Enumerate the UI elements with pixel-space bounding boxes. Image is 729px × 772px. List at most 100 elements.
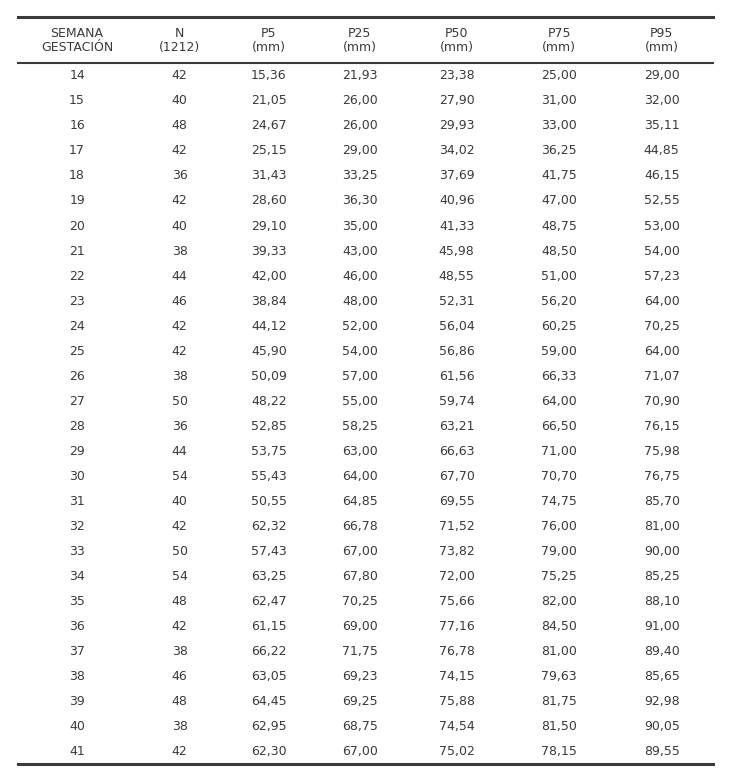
- Text: 44,12: 44,12: [251, 320, 286, 333]
- Text: 74,54: 74,54: [439, 720, 475, 733]
- Text: 48,50: 48,50: [541, 245, 577, 258]
- Text: 68,75: 68,75: [342, 720, 378, 733]
- Text: 28,60: 28,60: [251, 195, 286, 208]
- Text: 38: 38: [171, 720, 187, 733]
- Text: 81,00: 81,00: [541, 645, 577, 658]
- Text: (1212): (1212): [159, 41, 200, 53]
- Text: 38: 38: [171, 645, 187, 658]
- Text: 43,00: 43,00: [342, 245, 378, 258]
- Text: 56,04: 56,04: [439, 320, 475, 333]
- Text: 64,45: 64,45: [251, 696, 286, 708]
- Text: 42: 42: [172, 345, 187, 357]
- Text: 46: 46: [172, 670, 187, 683]
- Text: 48: 48: [171, 595, 187, 608]
- Text: 17: 17: [69, 144, 85, 157]
- Text: 76,15: 76,15: [644, 420, 679, 433]
- Text: (mm): (mm): [542, 41, 576, 53]
- Text: 33: 33: [69, 545, 85, 558]
- Text: 69,25: 69,25: [342, 696, 378, 708]
- Text: 50: 50: [171, 394, 187, 408]
- Text: 36,25: 36,25: [542, 144, 577, 157]
- Text: 36: 36: [172, 170, 187, 182]
- Text: 32,00: 32,00: [644, 94, 679, 107]
- Text: 61,15: 61,15: [251, 620, 286, 633]
- Text: 28: 28: [69, 420, 85, 433]
- Text: 29,00: 29,00: [644, 69, 679, 83]
- Text: 60,25: 60,25: [542, 320, 577, 333]
- Text: P75: P75: [547, 26, 571, 39]
- Text: P5: P5: [261, 26, 276, 39]
- Text: (mm): (mm): [343, 41, 377, 53]
- Text: 55,43: 55,43: [251, 470, 286, 482]
- Text: 62,47: 62,47: [251, 595, 286, 608]
- Text: 37: 37: [69, 645, 85, 658]
- Text: 46: 46: [172, 295, 187, 307]
- Text: 69,23: 69,23: [342, 670, 378, 683]
- Text: 85,25: 85,25: [644, 570, 679, 583]
- Text: 71,52: 71,52: [439, 520, 475, 533]
- Text: 26,00: 26,00: [342, 120, 378, 132]
- Text: 53,75: 53,75: [251, 445, 286, 458]
- Text: 92,98: 92,98: [644, 696, 679, 708]
- Text: 57,43: 57,43: [251, 545, 286, 558]
- Text: 90,00: 90,00: [644, 545, 679, 558]
- Text: 81,00: 81,00: [644, 520, 679, 533]
- Text: 70,70: 70,70: [541, 470, 577, 482]
- Text: 76,00: 76,00: [541, 520, 577, 533]
- Text: 74,15: 74,15: [439, 670, 475, 683]
- Text: 40: 40: [171, 94, 187, 107]
- Text: 48,75: 48,75: [541, 219, 577, 232]
- Text: 36,30: 36,30: [342, 195, 378, 208]
- Text: 48: 48: [171, 120, 187, 132]
- Text: 29,93: 29,93: [439, 120, 475, 132]
- Text: 52,55: 52,55: [644, 195, 679, 208]
- Text: 42: 42: [172, 69, 187, 83]
- Text: 39,33: 39,33: [251, 245, 286, 258]
- Text: 62,32: 62,32: [251, 520, 286, 533]
- Text: 35,11: 35,11: [644, 120, 679, 132]
- Text: 62,95: 62,95: [251, 720, 286, 733]
- Text: 72,00: 72,00: [439, 570, 475, 583]
- Text: 38: 38: [69, 670, 85, 683]
- Text: 61,56: 61,56: [439, 370, 475, 383]
- Text: 69,00: 69,00: [342, 620, 378, 633]
- Text: 52,31: 52,31: [439, 295, 475, 307]
- Text: 19: 19: [69, 195, 85, 208]
- Text: 23,38: 23,38: [439, 69, 475, 83]
- Text: 67,70: 67,70: [439, 470, 475, 482]
- Text: 21: 21: [69, 245, 85, 258]
- Text: 46,15: 46,15: [644, 170, 679, 182]
- Text: 58,25: 58,25: [342, 420, 378, 433]
- Text: 63,00: 63,00: [342, 445, 378, 458]
- Text: 25: 25: [69, 345, 85, 357]
- Text: 29,00: 29,00: [342, 144, 378, 157]
- Text: 47,00: 47,00: [541, 195, 577, 208]
- Text: SEMANA: SEMANA: [50, 26, 104, 39]
- Text: 38: 38: [171, 370, 187, 383]
- Text: 45,90: 45,90: [251, 345, 286, 357]
- Text: 54: 54: [171, 470, 187, 482]
- Text: 37,69: 37,69: [439, 170, 475, 182]
- Text: 70,25: 70,25: [342, 595, 378, 608]
- Text: 42: 42: [172, 520, 187, 533]
- Text: 89,40: 89,40: [644, 645, 679, 658]
- Text: 52,85: 52,85: [251, 420, 286, 433]
- Text: 48,00: 48,00: [342, 295, 378, 307]
- Text: 40,96: 40,96: [439, 195, 475, 208]
- Text: 81,50: 81,50: [541, 720, 577, 733]
- Text: 38: 38: [171, 245, 187, 258]
- Text: 64,00: 64,00: [542, 394, 577, 408]
- Text: 41,75: 41,75: [542, 170, 577, 182]
- Text: 82,00: 82,00: [541, 595, 577, 608]
- Text: 21,05: 21,05: [251, 94, 286, 107]
- Text: 33,25: 33,25: [342, 170, 378, 182]
- Text: 42: 42: [172, 620, 187, 633]
- Text: GESTACIÓN: GESTACIÓN: [41, 41, 113, 53]
- Text: 48,22: 48,22: [251, 394, 286, 408]
- Text: 91,00: 91,00: [644, 620, 679, 633]
- Text: 53,00: 53,00: [644, 219, 679, 232]
- Text: 71,75: 71,75: [342, 645, 378, 658]
- Text: 90,05: 90,05: [644, 720, 679, 733]
- Text: 36: 36: [172, 420, 187, 433]
- Text: 76,75: 76,75: [644, 470, 679, 482]
